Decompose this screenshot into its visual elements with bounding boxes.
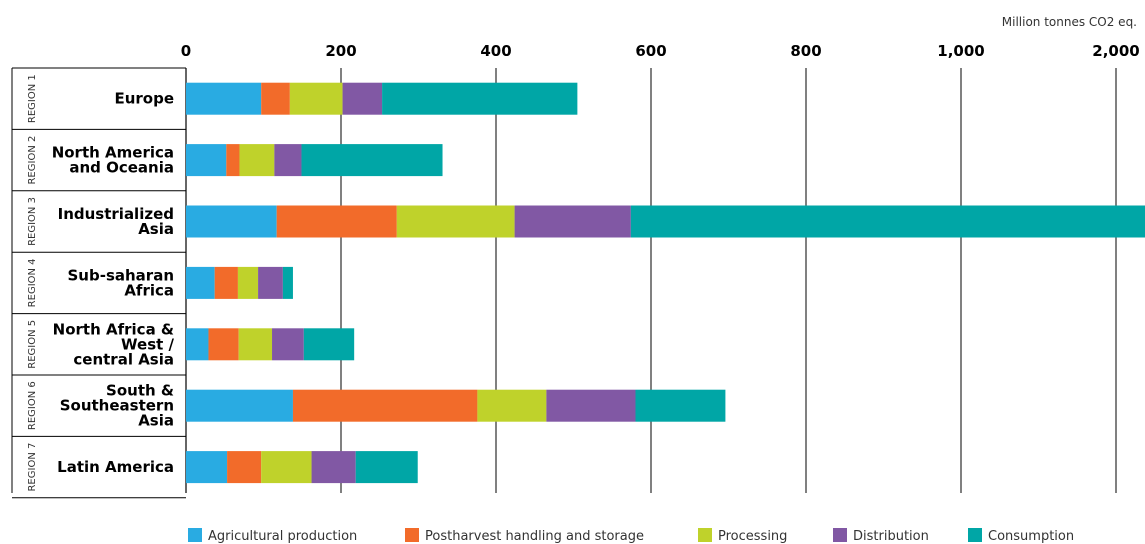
bar-segment	[289, 82, 343, 115]
bar-segment	[186, 205, 277, 238]
legend-label: Postharvest handling and storage	[425, 529, 644, 544]
bar-segment	[282, 266, 293, 299]
x-tick-label: 2,000	[1092, 42, 1139, 60]
bar-segment	[186, 266, 215, 299]
x-tick-label: 600	[635, 42, 666, 60]
bar-segment	[186, 451, 228, 484]
unit-label: Million tonnes CO2 eq.	[1002, 15, 1137, 29]
region-label: REGION 2	[27, 136, 38, 185]
legend-label: Processing	[718, 529, 787, 544]
bar-segment	[382, 82, 578, 115]
bar-segment	[477, 389, 547, 422]
bar-segment	[226, 144, 240, 177]
bar-segment	[261, 82, 290, 115]
region-label: REGION 1	[27, 74, 38, 123]
category-label: Europe	[114, 90, 174, 108]
bar-segment	[186, 328, 209, 361]
bar-segment	[301, 144, 443, 177]
category-label: Southeastern	[60, 397, 174, 415]
bar-segment	[237, 266, 259, 299]
category-label: North America	[52, 144, 174, 162]
legend-swatch	[968, 528, 982, 542]
legend-swatch	[698, 528, 712, 542]
bar-segment	[276, 205, 397, 238]
bar-segment	[303, 328, 355, 361]
bar-segment	[186, 144, 227, 177]
bar-segment	[186, 389, 293, 422]
legend-label: Agricultural production	[208, 529, 357, 544]
category-label: South &	[106, 382, 174, 400]
bar-segment	[311, 451, 356, 484]
bar-segment	[342, 82, 383, 115]
region-label: REGION 5	[27, 320, 38, 369]
bar-segment	[635, 389, 726, 422]
x-tick-label: 800	[790, 42, 821, 60]
bar-segment	[355, 451, 418, 484]
region-label: REGION 4	[27, 258, 38, 307]
x-axis-ticks: 0 200 400 600 800 1,000 2,000	[181, 42, 1140, 60]
x-tick-label: 200	[325, 42, 356, 60]
x-tick-label: 400	[480, 42, 511, 60]
legend-swatch	[833, 528, 847, 542]
category-label: West /	[121, 335, 175, 353]
category-label: Africa	[124, 281, 174, 299]
bar-segment	[274, 144, 302, 177]
category-label: central Asia	[73, 350, 174, 368]
bar-segment	[546, 389, 636, 422]
category-label: Industrialized	[58, 205, 174, 223]
bar-segment	[292, 389, 478, 422]
bar-segment	[238, 328, 273, 361]
legend: Agricultural production Postharvest handl…	[188, 528, 1074, 544]
x-tick-label: 0	[181, 42, 191, 60]
category-label: North Africa &	[53, 320, 174, 338]
bar-segment	[630, 205, 1145, 238]
region-label: REGION 7	[27, 443, 38, 492]
region-label: REGION 3	[27, 197, 38, 246]
region-label: REGION 6	[27, 381, 38, 430]
bar-segment	[258, 266, 283, 299]
bar-segment	[514, 205, 631, 238]
bar-segment	[208, 328, 239, 361]
category-label: Asia	[138, 412, 174, 430]
legend-label: Distribution	[853, 529, 929, 544]
category-label: Asia	[138, 220, 174, 238]
bar-segment	[214, 266, 238, 299]
bar-segment	[239, 144, 275, 177]
legend-swatch	[405, 528, 419, 542]
legend-swatch	[188, 528, 202, 542]
legend-label: Consumption	[988, 529, 1074, 544]
bar-segment	[227, 451, 262, 484]
category-label: Sub-saharan	[68, 266, 175, 284]
bar-segment	[186, 82, 262, 115]
grid-lines	[185, 68, 1117, 493]
bar-segment	[272, 328, 304, 361]
category-label: Latin America	[57, 458, 174, 476]
bar-segment	[396, 205, 515, 238]
x-tick-label: 1,000	[937, 42, 984, 60]
bar-segment	[261, 451, 312, 484]
bar-series	[186, 82, 1145, 484]
category-label: and Oceania	[69, 159, 174, 177]
